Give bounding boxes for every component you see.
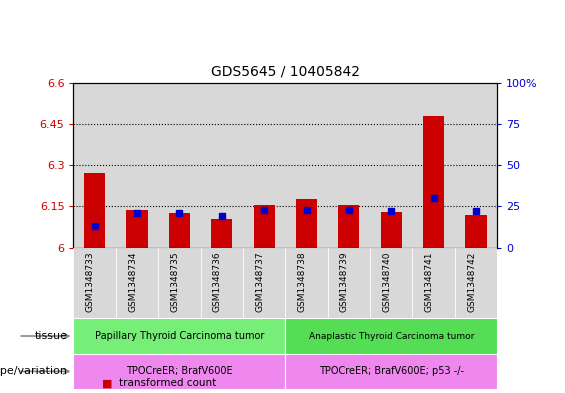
Bar xyxy=(73,83,116,248)
Bar xyxy=(201,83,243,248)
Bar xyxy=(84,173,105,248)
Bar xyxy=(243,248,285,318)
Text: GSM1348742: GSM1348742 xyxy=(467,251,476,312)
Bar xyxy=(211,219,232,248)
Bar xyxy=(455,248,497,318)
Text: GSM1348741: GSM1348741 xyxy=(425,251,434,312)
Text: Anaplastic Thyroid Carcinoma tumor: Anaplastic Thyroid Carcinoma tumor xyxy=(308,332,474,340)
Text: ■: ■ xyxy=(102,378,112,388)
Bar xyxy=(73,354,285,389)
Bar xyxy=(370,248,412,318)
Bar xyxy=(116,83,158,248)
Bar xyxy=(73,318,285,354)
Text: GSM1348735: GSM1348735 xyxy=(171,251,179,312)
Text: GSM1348740: GSM1348740 xyxy=(383,251,391,312)
Text: genotype/variation: genotype/variation xyxy=(0,366,68,376)
Bar xyxy=(296,199,317,248)
Bar xyxy=(328,248,370,318)
Text: TPOCreER; BrafV600E; p53 -/-: TPOCreER; BrafV600E; p53 -/- xyxy=(319,366,464,376)
Bar xyxy=(455,83,497,248)
Title: GDS5645 / 10405842: GDS5645 / 10405842 xyxy=(211,64,360,79)
Bar xyxy=(169,213,190,248)
Text: tissue: tissue xyxy=(35,331,68,341)
Bar xyxy=(116,248,158,318)
Bar xyxy=(338,205,359,248)
Bar xyxy=(328,83,370,248)
Bar xyxy=(423,116,444,248)
Bar xyxy=(285,83,328,248)
Bar xyxy=(158,248,201,318)
Bar xyxy=(285,354,497,389)
Bar xyxy=(243,83,285,248)
Bar xyxy=(254,205,275,248)
Bar xyxy=(158,83,201,248)
Bar xyxy=(466,215,486,248)
Bar xyxy=(73,248,116,318)
Bar xyxy=(381,212,402,248)
Bar xyxy=(412,83,455,248)
Text: GSM1348736: GSM1348736 xyxy=(213,251,221,312)
Bar xyxy=(201,248,243,318)
Text: GSM1348733: GSM1348733 xyxy=(86,251,95,312)
Bar xyxy=(412,248,455,318)
Text: GSM1348734: GSM1348734 xyxy=(128,251,137,312)
Text: GSM1348738: GSM1348738 xyxy=(298,251,306,312)
Bar xyxy=(285,318,497,354)
Bar xyxy=(127,210,147,248)
Text: transformed count: transformed count xyxy=(119,378,216,388)
Text: Papillary Thyroid Carcinoma tumor: Papillary Thyroid Carcinoma tumor xyxy=(95,331,264,341)
Text: GSM1348737: GSM1348737 xyxy=(255,251,264,312)
Text: TPOCreER; BrafV600E: TPOCreER; BrafV600E xyxy=(126,366,233,376)
Bar xyxy=(370,83,412,248)
Text: GSM1348739: GSM1348739 xyxy=(340,251,349,312)
Bar xyxy=(285,248,328,318)
